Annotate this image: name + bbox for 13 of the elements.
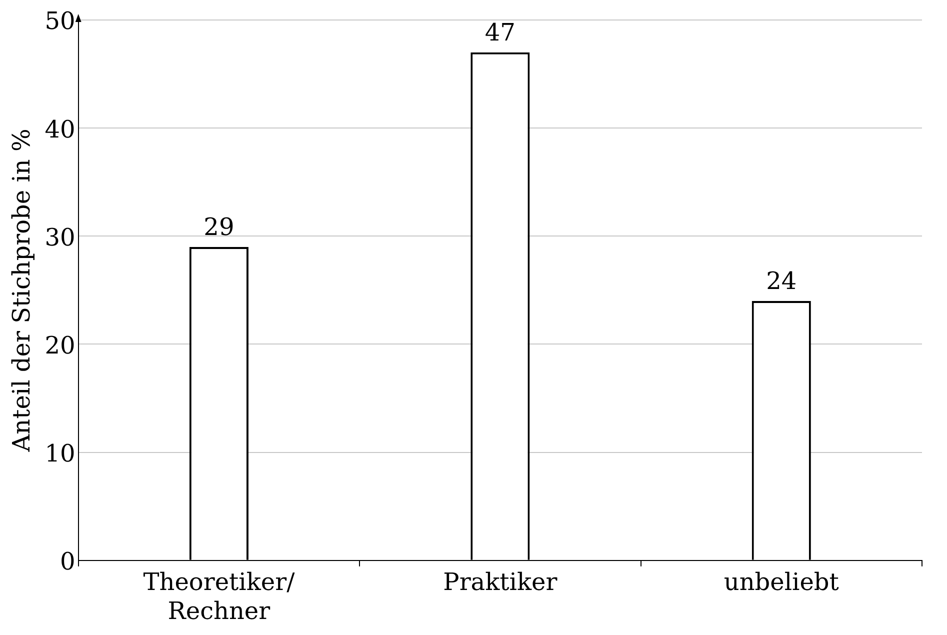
data-label: 29 [204, 213, 234, 242]
y-tick-label: 20 [44, 331, 76, 360]
x-tick-label: unbeliebt [724, 568, 840, 596]
y-tick-label: 10 [44, 440, 76, 468]
x-tick-label: Praktiker [443, 568, 558, 596]
data-label: 47 [484, 18, 516, 47]
y-tick-label: 30 [44, 223, 76, 252]
y-tick-label: 0 [60, 548, 76, 576]
y-tick-label: 40 [44, 115, 76, 144]
y-tick-label: 50 [44, 7, 76, 36]
y-axis-title: Anteil der Stichprobe in % [8, 128, 36, 453]
data-label: 24 [766, 267, 797, 296]
x-tick-label: Theoretiker/ Rechner [143, 568, 296, 625]
